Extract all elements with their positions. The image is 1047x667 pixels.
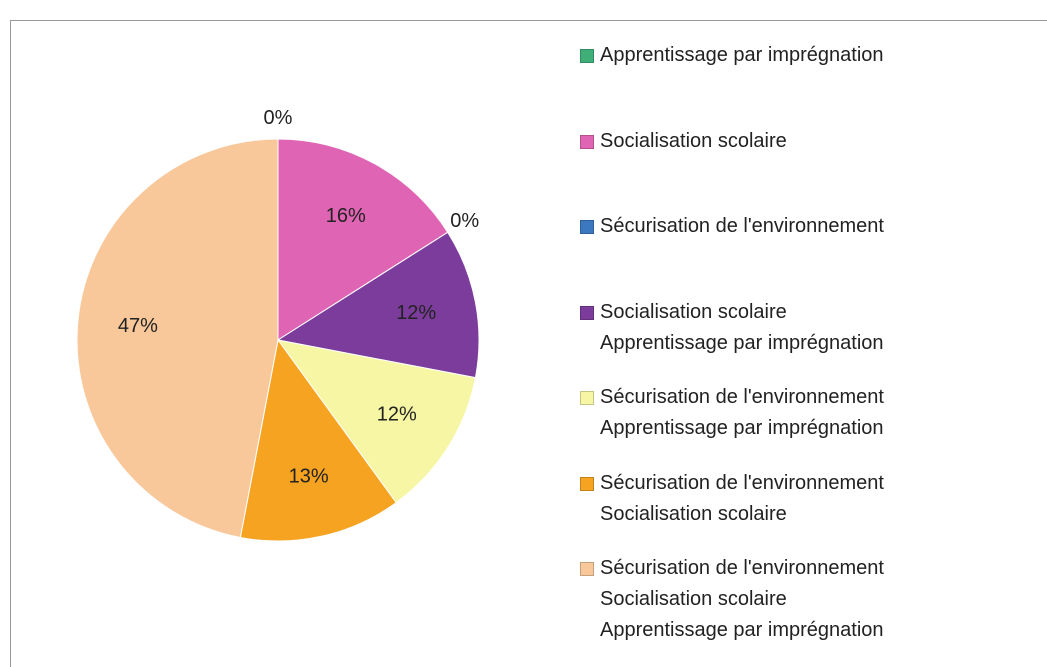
pie-slice (277, 138, 449, 341)
legend-label: Sécurisation de l'environnement Socialis… (600, 557, 884, 641)
pie-slice (276, 339, 477, 504)
legend-entry: Sécurisation de l'environnement Socialis… (580, 553, 884, 646)
legend-label: Socialisation scolaire (600, 129, 787, 152)
data-label: 47% (118, 315, 158, 337)
pie-slice (276, 231, 480, 379)
legend-swatch (580, 305, 594, 320)
pie-slice (239, 338, 397, 542)
data-label: 0% (450, 210, 479, 232)
legend-label: Sécurisation de l'environnement Socialis… (600, 471, 884, 525)
legend-label: Sécurisation de l'environnement Apprenti… (600, 386, 884, 439)
legend-entry: Sécurisation de l'environnement Socialis… (580, 468, 884, 530)
legend-entry: Sécurisation de l'environnement (580, 211, 884, 242)
legend-entry: Apprentissage par imprégnation (580, 40, 884, 71)
pie-slice (76, 138, 279, 539)
legend-swatch (580, 476, 594, 491)
legend-swatch (580, 391, 594, 405)
data-label: 13% (289, 466, 329, 488)
chart-frame (10, 20, 1047, 667)
data-label: 0% (264, 107, 293, 129)
data-label: 16% (326, 205, 366, 227)
legend-entry: Socialisation scolaire (580, 126, 787, 157)
data-label: 12% (396, 302, 436, 324)
legend-label: Socialisation scolaire Apprentissage par… (600, 300, 884, 354)
legend-swatch (580, 220, 594, 234)
legend-label: Sécurisation de l'environnement (600, 215, 884, 237)
legend-entry: Sécurisation de l'environnement Apprenti… (580, 382, 884, 444)
data-label: 12% (377, 404, 417, 426)
legend-entry: Socialisation scolaire Apprentissage par… (580, 297, 884, 359)
legend-swatch (580, 134, 594, 149)
legend-swatch (580, 562, 594, 576)
legend-label: Apprentissage par imprégnation (600, 44, 884, 66)
legend-swatch (580, 49, 594, 63)
